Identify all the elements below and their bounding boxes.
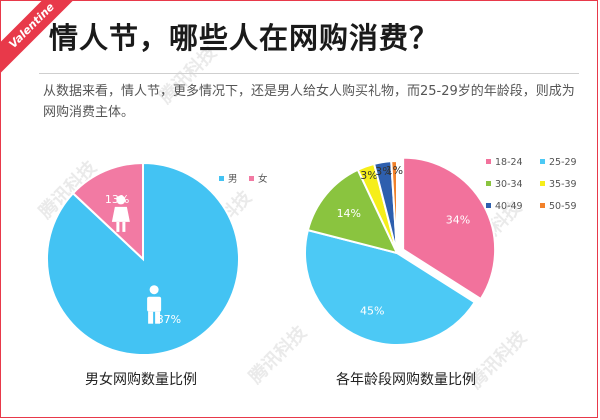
pie-data-label: 45%	[360, 304, 384, 317]
male-person-icon	[147, 285, 162, 324]
age-legend: 18-24 25-29 30-34 35-39 40-49 50-59	[486, 157, 586, 237]
legend-item-30-34: 30-34	[486, 179, 523, 190]
legend-label: 50-59	[549, 201, 577, 212]
age-pie-svg: 34%45%14%3%3%1%	[303, 156, 497, 346]
gender-chart-title: 男女网购数量比例	[85, 372, 197, 388]
legend-label: 35-39	[549, 179, 577, 190]
legend-label: 25-29	[549, 157, 577, 168]
divider	[39, 73, 579, 74]
legend-item-18-24: 18-24	[486, 157, 523, 168]
legend-swatch	[486, 203, 491, 208]
legend-swatch	[486, 181, 491, 186]
legend-item-40-49: 40-49	[486, 201, 523, 212]
legend-swatch	[249, 176, 254, 181]
pie-data-label: 1%	[386, 164, 403, 177]
pie-data-label: 34%	[446, 214, 470, 227]
legend-swatch	[540, 159, 545, 164]
legend-item-female: 女	[249, 171, 268, 185]
pie-slice-30-34	[306, 168, 399, 255]
age-chart-title: 各年龄段网购数量比例	[336, 372, 476, 388]
legend-swatch	[540, 181, 545, 186]
gender-pie-chart: 87%13%	[41, 141, 281, 361]
legend-item-35-39: 35-39	[540, 179, 577, 190]
legend-swatch	[219, 176, 224, 181]
pie-data-label: 3%	[360, 169, 377, 182]
pie-slice-s0	[45, 161, 240, 356]
legend-swatch	[486, 159, 491, 164]
gender-legend: 男 女	[219, 171, 279, 185]
legend-label: 男	[228, 174, 238, 185]
age-pie-chart: 34% 45% 14% 3% 3% 1%	[297, 141, 507, 361]
pie-slice-25-29	[303, 228, 477, 346]
pie-data-label: 14%	[337, 207, 361, 220]
pie-slice-s1	[71, 161, 144, 262]
pie-slice-18-24	[402, 156, 497, 301]
legend-item-25-29: 25-29	[540, 157, 577, 168]
legend-label: 30-34	[495, 179, 523, 190]
female-person-icon	[111, 195, 130, 232]
legend-label: 40-49	[495, 201, 523, 212]
pie-data-label: 87%	[157, 313, 181, 326]
pie-data-label: 3%	[375, 165, 392, 178]
page-title: 情人节，哪些人在网购消费？	[49, 21, 440, 55]
legend-item-male: 男	[219, 171, 238, 185]
legend-label: 18-24	[495, 157, 523, 168]
pie-slice-50-59	[390, 159, 398, 254]
description-text: 从数据来看，情人节，更多情况下，还是男人给女人购买礼物，而25-29岁的年龄段，…	[43, 84, 575, 120]
legend-item-50-59: 50-59	[540, 201, 577, 212]
gender-pie-svg: 87%13%	[45, 161, 240, 356]
legend-label: 女	[258, 174, 268, 185]
legend-swatch	[540, 203, 545, 208]
